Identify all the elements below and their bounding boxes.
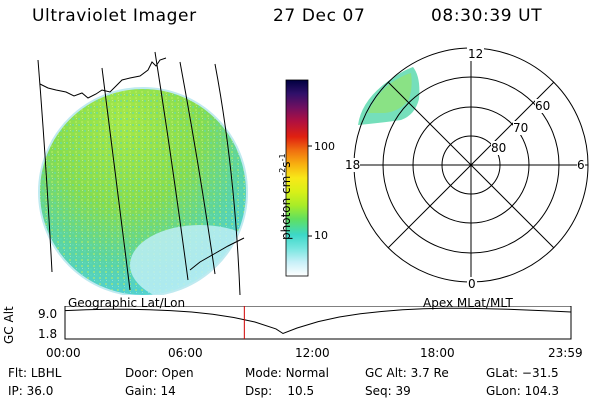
unit-photon-cm: photon cm	[279, 175, 293, 240]
status-ip: IP: 36.0	[8, 384, 53, 398]
door-label: Door:	[125, 366, 158, 380]
glon-value: 104.3	[524, 384, 559, 398]
door-value: Open	[161, 366, 194, 380]
colorbar	[285, 79, 312, 277]
seq-value: 39	[395, 384, 411, 398]
lat-label-80: 80	[491, 141, 507, 155]
mode-value: Normal	[285, 366, 329, 380]
colorbar-tick-label-10: 10	[314, 229, 328, 242]
xtick-1800: 18:00	[420, 346, 455, 360]
unit-exp-cm: -2	[278, 167, 287, 176]
xtick-0600: 06:00	[168, 346, 203, 360]
instrument-title: Ultraviolet Imager	[32, 6, 197, 26]
lat-label-60: 60	[535, 99, 551, 113]
flt-value: LBHL	[30, 366, 62, 380]
altitude-timeline	[64, 306, 572, 340]
xtick-0000: 00:00	[46, 346, 81, 360]
polar-diagonal-2	[387, 81, 555, 249]
colorbar-unit-label: photon cm-2s-1	[278, 153, 293, 240]
observation-time: 08:30:39 UT	[431, 6, 543, 26]
uv-disk	[39, 88, 247, 295]
status-door: Door: Open	[125, 366, 194, 380]
dsp-value: 10.5	[287, 384, 315, 398]
timeline-ytick-9: 9.0	[38, 307, 58, 321]
gcalt-value: 3.7 Re	[410, 366, 449, 380]
status-flt: Flt: LBHL	[8, 366, 61, 380]
longitude-lines	[37, 51, 241, 295]
ip-value: 36.0	[26, 384, 54, 398]
unit-exp-s: -1	[278, 153, 287, 162]
mlt-label-12: 12	[467, 47, 485, 61]
flt-label: Flt:	[8, 366, 27, 380]
glat-value: −31.5	[521, 366, 559, 380]
glat-label: GLat:	[486, 366, 519, 380]
colorbar-tick-label-100: 100	[314, 140, 335, 153]
coastline	[39, 57, 245, 271]
status-mode: Mode: Normal	[245, 366, 329, 380]
lat-label-70: 70	[513, 121, 529, 135]
status-dsp: Dsp: 10.5	[245, 384, 314, 398]
observation-date: 27 Dec 07	[273, 6, 366, 26]
timeline-ylabel: GC Alt	[2, 306, 16, 344]
timeline-ytick-1.8: 1.8	[38, 327, 58, 341]
status-glat: GLat: −31.5	[486, 366, 559, 380]
xtick-1200: 12:00	[295, 346, 330, 360]
dsp-label: Dsp:	[245, 384, 273, 398]
mlt-label-18: 18	[345, 158, 361, 172]
gcalt-label: GC Alt:	[365, 366, 407, 380]
mode-label: Mode:	[245, 366, 282, 380]
status-gcalt: GC Alt: 3.7 Re	[365, 366, 449, 380]
status-seq: Seq: 39	[365, 384, 411, 398]
altitude-series-line	[64, 307, 572, 335]
ip-label: IP:	[8, 384, 23, 398]
mlt-label-0: 0	[467, 277, 477, 291]
gain-value: 14	[160, 384, 176, 398]
mlt-label-6: 6	[577, 158, 585, 172]
unit-s: s	[279, 161, 293, 168]
seq-label: Seq:	[365, 384, 392, 398]
status-gain: Gain: 14	[125, 384, 176, 398]
status-glon: GLon: 104.3	[486, 384, 559, 398]
geographic-image	[37, 51, 248, 295]
xtick-2359: 23:59	[548, 346, 583, 360]
glon-label: GLon:	[486, 384, 521, 398]
polar-plot	[353, 47, 589, 283]
gain-label: Gain:	[125, 384, 157, 398]
